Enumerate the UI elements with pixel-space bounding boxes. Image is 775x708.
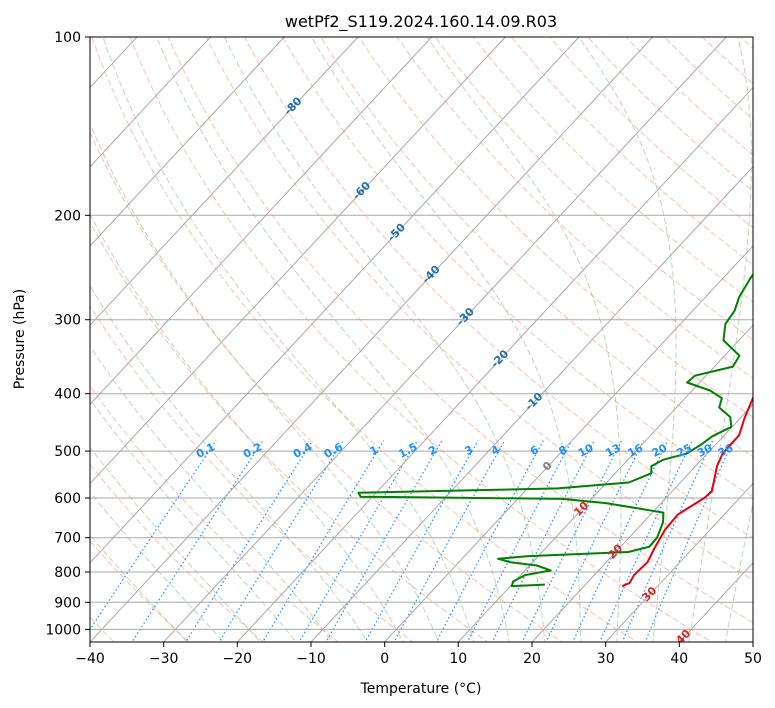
isotherm-gridline: [90, 37, 580, 564]
moist-adiabat-line: [90, 122, 440, 642]
dry-adiabat-line: [320, 37, 753, 458]
isotherm-gridline: [383, 245, 753, 642]
dry-adiabat-line: [510, 37, 753, 266]
y-tick-label: 500: [54, 444, 81, 460]
temperature-profile-line: [621, 395, 753, 588]
y-tick-label: 700: [54, 531, 81, 547]
y-axis-ticks: 100 200 300 400 500 600 700 800 900 1000: [45, 30, 90, 638]
y-tick-label: 800: [54, 565, 81, 581]
x-tick-label: 40: [670, 651, 688, 667]
moist-adiabat-line: [688, 37, 752, 642]
moist-adiabat-line: [578, 37, 677, 642]
mixing-ratio-line: [491, 440, 595, 642]
mixing-ratio-label: 36: [716, 441, 736, 460]
isotherm-gridline: [162, 37, 728, 642]
isotherm-gridline: [604, 482, 753, 642]
mixing-ratio-line: [644, 440, 734, 642]
isotherm-gridlines: [90, 37, 753, 642]
mixing-ratio-line: [393, 440, 506, 642]
chart-title: wetPf2_S119.2024.160.14.09.R03: [285, 12, 557, 32]
dry-adiabat-line: [587, 37, 753, 192]
x-axis-label: Temperature (°C): [360, 681, 482, 697]
plot-frame: [89, 36, 754, 643]
isotherm-gridline: [90, 37, 507, 485]
y-tick-label: 600: [54, 491, 81, 507]
sounding-profiles: [357, 273, 753, 588]
x-tick-label: 20: [523, 651, 541, 667]
isotherm-gridline: [531, 403, 753, 642]
dry-adiabat-line: [167, 37, 753, 624]
mixing-ratio-line: [364, 440, 479, 642]
moist-adiabat-line: [223, 37, 546, 642]
x-tick-label: 10: [449, 651, 467, 667]
isotherm-gridline: [90, 37, 286, 247]
dry-adiabat-line: [358, 37, 753, 418]
dry-adiabat-line: [90, 385, 340, 642]
mixing-ratio-line: [599, 440, 693, 642]
x-tick-label: −20: [223, 651, 253, 667]
isotherm-gridline: [90, 37, 654, 642]
y-tick-label: 400: [54, 387, 81, 403]
x-tick-label: −10: [296, 651, 326, 667]
mixing-ratio-line: [545, 440, 645, 642]
moist-adiabat-line: [311, 37, 582, 642]
x-tick-label: −40: [75, 651, 105, 667]
moist-adiabat-line: [102, 37, 475, 642]
moist-adiabat-line: [90, 446, 261, 642]
dry-adiabat-line: [205, 37, 753, 581]
mixing-ratio-line: [131, 440, 264, 642]
dry-adiabat-line: [663, 37, 753, 120]
dry-adiabat-line: [90, 221, 489, 642]
y-tick-label: 1000: [45, 622, 81, 638]
mixing-ratio-lines: [90, 440, 734, 642]
y-tick-label: 300: [54, 313, 81, 329]
y-tick-label: 900: [54, 595, 81, 611]
isotherm-gridline: [90, 37, 212, 168]
mixing-ratio-line: [466, 440, 573, 642]
isotherm-gridline: [310, 165, 753, 642]
mixing-ratio-line: [435, 440, 544, 642]
moist-adiabat-line: [156, 37, 510, 642]
mixing-ratio-label: 30: [695, 441, 715, 460]
dry-adiabat-line: [472, 37, 753, 303]
mixing-ratio-line: [521, 440, 623, 642]
mixing-ratio-line: [298, 440, 418, 642]
moist-adiabat-line: [90, 345, 333, 642]
x-tick-label: 0: [380, 651, 389, 667]
isotherm-gridline: [90, 37, 433, 406]
isotherm-gridline: [90, 37, 359, 326]
x-tick-label: −30: [149, 651, 179, 667]
dry-adiabat-line: [90, 304, 414, 642]
mixing-ratio-line: [325, 440, 443, 642]
x-tick-label: 50: [744, 651, 762, 667]
dry-adiabat-line: [90, 131, 564, 642]
mixing-ratio-label: 10: [576, 441, 596, 460]
moist-adiabat-line: [90, 491, 225, 642]
mixing-ratio-line: [621, 440, 714, 642]
isotherm-gridline: [236, 86, 753, 642]
x-axis-ticks: −40 −30 −20 −10 0 10 20 30 40 50: [75, 642, 762, 667]
dry-adiabat-line: [243, 37, 753, 539]
moist-adiabats: [90, 37, 753, 642]
mixing-ratio-label: 20: [650, 441, 670, 460]
mixing-ratio-line: [262, 440, 385, 642]
mixing-ratio-label: 16: [626, 441, 646, 460]
moist-adiabat-line: [90, 398, 297, 642]
mixing-ratio-label: 25: [674, 441, 694, 460]
dry-adiabat-line: [90, 463, 265, 642]
isotherm-gridline: [457, 324, 753, 642]
y-axis-label: Pressure (hPa): [12, 289, 28, 389]
y-tick-label: 100: [54, 30, 81, 46]
mixing-ratio-label: 13: [603, 441, 623, 460]
moist-adiabat-line: [90, 534, 188, 642]
moist-adiabat-line: [90, 213, 404, 642]
x-tick-label: 30: [597, 651, 615, 667]
dry-adiabat-line: [129, 37, 713, 642]
dewpoint-profile-line: [357, 273, 753, 588]
dry-adiabat-line: [396, 37, 753, 379]
y-tick-label: 200: [54, 208, 81, 224]
